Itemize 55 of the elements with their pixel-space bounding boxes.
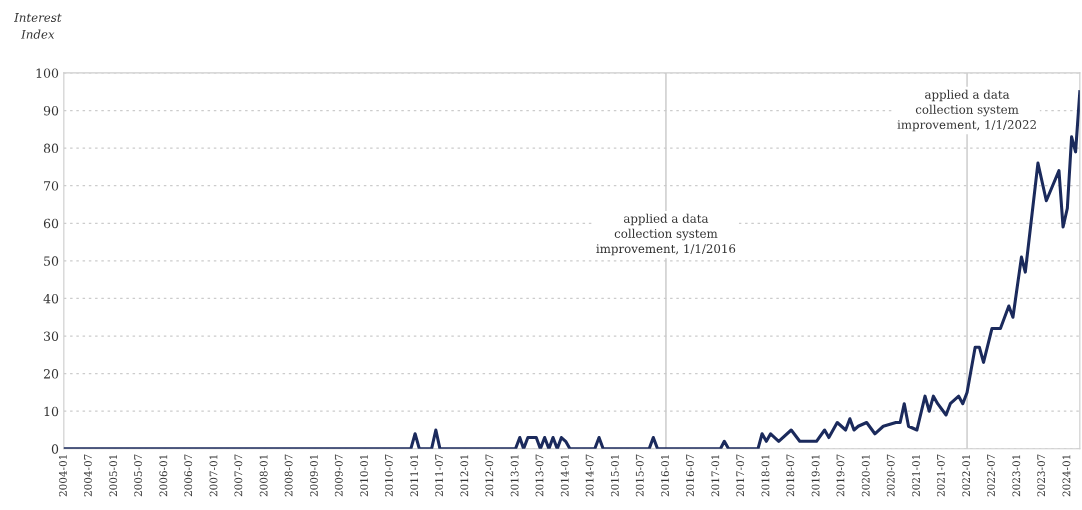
x-tick-label: 2007-07: [234, 454, 243, 497]
y-tick-label: 0: [51, 444, 59, 454]
x-tick-label: 2023-07: [1037, 454, 1046, 497]
x-tick-label: 2005-07: [134, 454, 142, 497]
y-tick-label: 20: [43, 369, 59, 379]
x-tick-label: 2004-07: [83, 454, 92, 497]
x-tick-label: 2009-07: [334, 454, 343, 497]
x-tick-label: 2020-01: [861, 455, 870, 497]
x-tick-label: 2015-01: [610, 455, 619, 497]
x-tick-label: 2012-01: [460, 455, 469, 497]
x-tick-label: 2021-01: [912, 455, 920, 497]
x-tick-label: 2014-07: [585, 454, 594, 497]
x-tick-label: 2005-01: [109, 455, 118, 497]
x-tick-label: 2019-07: [836, 454, 845, 497]
x-tick-label: 2016-07: [686, 454, 694, 497]
x-tick-label: 2008-07: [284, 454, 293, 497]
ref-line-label: applied a data collection system improvement, 1/1/2022: [897, 89, 1036, 132]
x-tick-label: 2020-07: [886, 454, 895, 497]
y-tick-label: 10: [44, 406, 59, 417]
y-tick-label: 50: [44, 256, 59, 266]
x-tick-label: 2007-01: [209, 455, 218, 497]
x-tick-label: 2016-01: [661, 455, 669, 497]
y-tick-label: 60: [43, 218, 59, 229]
x-tick-label: 2011-01: [410, 455, 419, 497]
y-tick-label: 40: [43, 293, 59, 304]
y-tick-label: 70: [44, 181, 59, 191]
x-tick-label: 2010-01: [360, 455, 368, 497]
x-tick-label: 2022-07: [987, 454, 995, 497]
x-tick-label: 2009-01: [309, 455, 318, 497]
x-tick-label: 2017-01: [711, 455, 720, 497]
x-tick-label: 2013-07: [535, 454, 544, 497]
x-tick-label: 2021-07: [936, 454, 945, 497]
x-tick-label: 2013-01: [510, 455, 519, 497]
x-tick-label: 2006-01: [159, 455, 168, 497]
x-tick-label: 2004-01: [58, 455, 67, 497]
x-tick-label: 2024-01: [1062, 455, 1071, 497]
x-tick-label: 2014-01: [560, 455, 569, 497]
x-tick-label: 2019-01: [811, 455, 820, 497]
ref-line-label: applied a data collection system improvement, 1/1/2016: [596, 213, 736, 256]
y-tick-label: 90: [43, 105, 59, 116]
x-tick-label: 2017-07: [736, 454, 745, 497]
y-tick-label: 100: [36, 68, 59, 78]
x-tick-label: 2010-07: [384, 454, 393, 497]
x-tick-label: 2018-01: [761, 455, 770, 497]
x-tick-label: 2022-01: [962, 455, 971, 497]
x-tick-label: 2018-07: [786, 454, 795, 497]
x-tick-label: 2008-01: [259, 455, 268, 497]
y-tick-label: 80: [43, 143, 59, 154]
x-tick-label: 2023-01: [1012, 455, 1021, 497]
x-tick-label: 2015-07: [635, 454, 644, 497]
x-tick-label: 2012-07: [485, 454, 494, 497]
x-tick-label: 2011-07: [435, 454, 443, 497]
x-tick-label: 2006-07: [184, 454, 193, 497]
y-tick-label: 30: [44, 331, 59, 341]
y-axis-title: Interest Index: [13, 13, 62, 39]
